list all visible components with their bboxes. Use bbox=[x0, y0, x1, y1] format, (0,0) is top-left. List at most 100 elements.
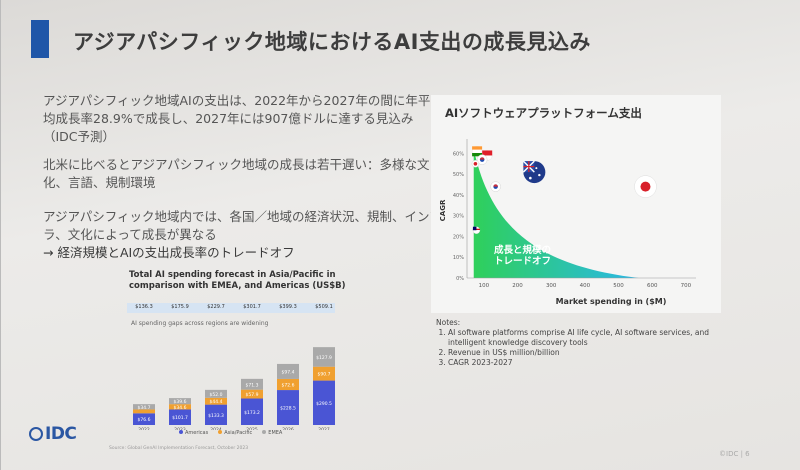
x-tick-label: 2026 bbox=[282, 427, 294, 430]
bar-data-label: $57.9 bbox=[246, 392, 259, 398]
note-item: Revenue in US$ million/billion bbox=[448, 348, 736, 358]
y-axis-label: CAGR bbox=[439, 199, 447, 221]
gap-note: AI spending gaps across regions are wide… bbox=[131, 320, 269, 327]
x-tick-label: 2022 bbox=[138, 427, 150, 430]
ai-platform-spending-panel: AIソフトウェアプラットフォーム支出 0% 10% 20% 30% 40% 50% 60% 1… bbox=[431, 95, 721, 313]
title-accent-bar bbox=[31, 20, 49, 58]
scatter-svg: 0% 10% 20% 30% 40% 50% 60% 100 200 300 400 500 600 70… bbox=[439, 139, 696, 306]
bar-segment-americas bbox=[241, 398, 263, 425]
bar-segment-emea bbox=[277, 363, 299, 379]
notes: Notes: AI software platforms comprise AI… bbox=[436, 318, 736, 368]
tradeoff-annotation: トレードオフ bbox=[494, 256, 551, 267]
bar-data-label: $127.9 bbox=[316, 355, 332, 361]
x-tick-label: 300 bbox=[546, 283, 557, 289]
source-note: Source: Global GenAI Implementation Fore… bbox=[109, 446, 249, 451]
slide-title: アジアパシフィック地域におけるAI支出の成長見込み bbox=[73, 30, 591, 54]
y-tick-label: 30% bbox=[453, 214, 464, 220]
legend-item: EMEA bbox=[262, 430, 282, 436]
bar-segment-asia-pacific bbox=[277, 378, 299, 391]
paragraph-north-america-comparison: 北米に比べるとアジアパシフィック地域の成長は若干遅い：多様な文化、言語、規制環境 bbox=[43, 157, 430, 190]
bar-data-label: $76.6 bbox=[138, 417, 151, 423]
total-label: $175.9 bbox=[171, 304, 189, 310]
bar-data-label: $133.3 bbox=[208, 413, 224, 419]
flag-star bbox=[529, 176, 532, 180]
x-tick-label: 700 bbox=[681, 283, 692, 289]
y-tick-label: 0% bbox=[456, 276, 464, 282]
flag-south-korea-icon bbox=[490, 181, 501, 192]
paragraph-growth-forecast: アジアパシフィック地域AIの支出は、2022年から2027年の間に年平均成長率2… bbox=[43, 93, 431, 144]
x-tick-label: 600 bbox=[647, 283, 658, 289]
legend-dot-icon bbox=[179, 430, 183, 434]
bar-segment-asia-pacific bbox=[169, 404, 191, 410]
note-item: AI software platforms comprise AI life c… bbox=[448, 328, 736, 348]
flag-australia-nz-icon bbox=[522, 160, 546, 184]
x-tick-label: 2024 bbox=[210, 427, 222, 430]
x-tick-label: 400 bbox=[580, 283, 591, 289]
bar-data-label: $34.7 bbox=[138, 405, 151, 411]
bar-segment-emea bbox=[205, 389, 227, 398]
bar-data-label: $101.7 bbox=[172, 415, 188, 421]
bar-chart-title: Total AI spending forecast in Asia/Pacif… bbox=[129, 270, 346, 291]
total-label: $301.7 bbox=[243, 304, 261, 310]
x-tick-label: 2025 bbox=[246, 427, 258, 430]
flag-malaysia-icon bbox=[472, 226, 481, 234]
notes-heading: Notes: bbox=[436, 318, 461, 327]
flag-band bbox=[472, 153, 483, 157]
bar-segment-americas bbox=[277, 390, 299, 425]
page-number: ©IDC | 6 bbox=[719, 450, 750, 458]
tradeoff-area bbox=[473, 149, 639, 278]
idc-globe-icon bbox=[29, 427, 43, 441]
bar-data-label: $173.2 bbox=[244, 410, 260, 416]
bar-data-label: $97.4 bbox=[282, 369, 295, 375]
bar-data-label: $44.4 bbox=[210, 399, 223, 405]
note-item: CAGR 2023-2027 bbox=[448, 358, 736, 368]
y-tick-label: 50% bbox=[453, 172, 464, 178]
bar-segment-emea bbox=[169, 398, 191, 405]
flag-india-icon bbox=[471, 146, 483, 157]
flag-disc bbox=[473, 161, 478, 166]
bar-segment-americas bbox=[205, 404, 227, 425]
bar-segment-asia-pacific bbox=[205, 397, 227, 405]
flag-japan-icon bbox=[634, 175, 657, 198]
paragraph-regional-variation: アジアパシフィック地域内では、各国／地域の経済状況、規制、インフラ、文化によって… bbox=[43, 208, 443, 262]
x-tick-label: 100 bbox=[479, 283, 490, 289]
paragraph-regional-variation-text: アジアパシフィック地域内では、各国／地域の経済状況、規制、インフラ、文化によって… bbox=[43, 209, 442, 242]
x-tick-label: 500 bbox=[613, 283, 624, 289]
flag-star bbox=[535, 167, 538, 170]
flag-korea-icon bbox=[476, 154, 488, 165]
legend-dot-icon bbox=[218, 430, 223, 434]
bar-segment-emea bbox=[241, 378, 263, 390]
flag-canton bbox=[472, 226, 477, 231]
legend-dot-icon bbox=[262, 430, 267, 434]
bar-segment-asia-pacific bbox=[133, 409, 155, 414]
total-label: $136.3 bbox=[135, 304, 153, 310]
tradeoff-arrow-line: → 経済規模とAIの支出成長率のトレードオフ bbox=[43, 245, 295, 260]
y-tick-label: 10% bbox=[453, 255, 464, 261]
bar-data-label: $72.6 bbox=[282, 383, 295, 389]
total-label: $399.3 bbox=[279, 304, 297, 310]
bar-data-label: $34.6 bbox=[174, 405, 187, 411]
bar-segment-americas bbox=[313, 380, 335, 425]
ai-spending-forecast-chart: Total AI spending forecast in Asia/Pacif… bbox=[119, 270, 349, 450]
bar-data-label: $39.6 bbox=[174, 399, 187, 405]
legend-item: Asia/Pacific bbox=[218, 430, 252, 436]
total-label: $509.1 bbox=[315, 304, 333, 310]
bar-segment-asia-pacific bbox=[313, 366, 335, 381]
x-tick-label: 2027 bbox=[318, 427, 330, 430]
x-tick-label: 2023 bbox=[174, 427, 186, 430]
flag-taegeuk bbox=[479, 157, 485, 160]
tradeoff-annotation: 成長と規模の bbox=[494, 244, 551, 256]
legend-item: Americas bbox=[179, 430, 208, 436]
bar-data-label: $90.7 bbox=[318, 372, 331, 378]
scatter-title: AIソフトウェアプラットフォーム支出 bbox=[445, 106, 642, 120]
bar-segment-americas bbox=[169, 409, 191, 425]
bar-data-label: $290.5 bbox=[316, 401, 332, 407]
x-axis-label: Market spending in ($M) bbox=[556, 297, 667, 306]
stacked-bar-svg: $76.6 $34.7 2022 $101.7 $34.6$39.6 2023 $133.3… bbox=[133, 347, 335, 430]
x-tick-label: 200 bbox=[512, 283, 523, 289]
bar-legend: Americas Asia/Pacific EMEA bbox=[179, 430, 292, 436]
flag-star bbox=[538, 173, 541, 177]
bar-data-label: $71.3 bbox=[246, 382, 259, 388]
flag-band bbox=[482, 150, 493, 156]
